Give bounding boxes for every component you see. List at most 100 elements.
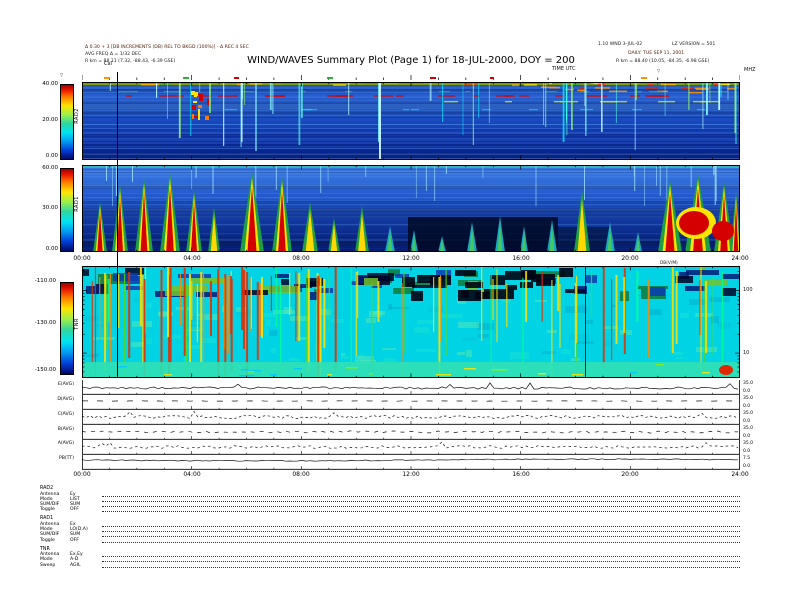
status-row-value: AGIL [70, 562, 81, 568]
strip-min-tick: 0.0 [743, 419, 751, 424]
dotted-leader [102, 563, 740, 568]
status-row-label: Toggle [40, 537, 55, 543]
spacecraft-position-left: R km = 88.11 (7.32, -88.43, -6.39 GSE) [85, 59, 176, 64]
page-title: WIND/WAVES Summary Plot (Page 1) for 18-… [247, 55, 575, 66]
time-tick-label: 00:00 [73, 255, 91, 262]
time-tick-label: 24:00 [731, 255, 749, 262]
strip-chart [82, 380, 740, 395]
dotted-leader [102, 492, 740, 497]
strip-max-tick: 35.0 [743, 411, 754, 416]
strip-min-tick: 0.0 [743, 389, 751, 394]
time-tick-label: 04:00 [183, 471, 201, 478]
strip-max-tick: 35.0 [743, 426, 754, 431]
dotted-leader [102, 527, 740, 533]
strip-label: PB(TT) [58, 456, 74, 461]
status-row-value: LO(D,A) [70, 527, 88, 533]
strip-max-tick: 35.0 [743, 396, 754, 401]
tnr-spectrogram [82, 266, 740, 378]
cal-line [117, 72, 119, 378]
strip-chart [82, 425, 740, 440]
status-row-label: Antenna [40, 521, 60, 527]
header-version-line: 1.10 WND 3-JUL-02 [598, 42, 643, 47]
lz-version: LZ VERSION = 501 [672, 42, 716, 47]
event-marker-icon: ▽ [657, 68, 661, 73]
strip-chart [82, 395, 740, 410]
time-axis-label: TIME UTC [552, 66, 576, 72]
spacecraft-position-right: R km = 88.40 (10.05, -84.35, -6.98 GSE) [616, 59, 710, 64]
strip-label: C(AVG) [57, 412, 74, 417]
status-group-title: RAD1 [40, 516, 54, 522]
status-row-value: Ex,Ey [70, 552, 83, 558]
strip-label: A(AVG) [57, 441, 74, 446]
dotted-leader [102, 557, 740, 563]
time-tick-label: 24:00 [731, 471, 749, 478]
status-row-label: SUM/DIF [40, 502, 60, 508]
status-group-title: TNR [40, 546, 50, 552]
rad2-colorbar-tick: 0.00 [45, 153, 58, 159]
time-tick-label: 20:00 [621, 255, 639, 262]
rad1-spectrogram [82, 165, 740, 252]
rad2-colorbar-tick: 20.00 [42, 117, 58, 123]
status-row-label: Toggle [40, 507, 55, 513]
strip-min-tick: 0.0 [743, 449, 751, 454]
status-row-value: SUM [70, 532, 81, 538]
strip-max-tick: 7.5 [743, 456, 751, 461]
status-row-label: Mode [40, 557, 53, 563]
strip-label: D(AVG) [57, 397, 74, 402]
event-marker-icon: ▽ [60, 72, 64, 77]
time-tick-label: 20:00 [621, 471, 639, 478]
tnr-right-tick: 10 [743, 350, 750, 356]
dotted-leader [102, 507, 740, 513]
rad2-panel-label: RAD2 [74, 108, 80, 124]
status-row-label: Mode [40, 527, 53, 533]
dotted-leader [102, 497, 740, 502]
dotted-leader [102, 538, 740, 543]
processing-date: DAILY: TUE SEP 11, 2001 [628, 51, 685, 56]
strip-max-tick: 35.0 [743, 441, 754, 446]
tnr-colorbar-tick: -110.00 [34, 278, 56, 284]
strip-label: E(AVG) [57, 382, 74, 387]
frequency-unit-label: MHZ [744, 67, 756, 73]
time-tick-label: 00:00 [73, 471, 91, 478]
rad1-colorbar-tick: 0.00 [45, 246, 58, 252]
status-row-value: OFF [70, 537, 79, 543]
strip-max-tick: 35.0 [743, 381, 754, 386]
strip-label: B(AVG) [57, 427, 74, 432]
axis-units-note: DB(V/M) [660, 261, 678, 266]
status-group-rad1: RAD1 Antenna Ex Mode LO(D,A) SUM/DIF SUM To… [40, 516, 740, 543]
time-tick-label: 16:00 [512, 471, 530, 478]
dotted-leader [102, 532, 740, 538]
tnr-colorbar [60, 282, 74, 375]
rad1-colorbar [60, 168, 74, 252]
time-tick-label: 08:00 [292, 255, 310, 262]
time-tick-label: 04:00 [183, 255, 201, 262]
tnr-panel-label: TNR [74, 318, 80, 330]
top-tick-row [82, 75, 740, 80]
cal-marker-label: Cal [104, 61, 112, 67]
strip-chart [82, 455, 740, 470]
strip-chart [82, 410, 740, 425]
strip-min-tick: 0.0 [743, 404, 751, 409]
rad2-colorbar-tick: 40.00 [42, 81, 58, 87]
status-row-value: Ey [70, 491, 76, 497]
status-row-value: OFF [70, 507, 79, 513]
status-row-value: SUM [70, 502, 81, 508]
dotted-leader [102, 522, 740, 527]
rad1-colorbar-tick: 30.00 [42, 205, 58, 211]
status-group-title: RAD2 [40, 486, 54, 491]
time-tick-label: 16:00 [512, 255, 530, 262]
status-row-label: Antenna [40, 491, 60, 497]
time-tick-label: 12:00 [402, 471, 420, 478]
instrument-status-block: RAD2 Antenna Ey Mode LIST SUM/DIF SUM Toggl… [40, 486, 740, 572]
tnr-colorbar-tick: -150.00 [34, 367, 56, 373]
header-left-line1: Δ 0.30 + 3 [DB INCREMENTS (DB) REL TO BK… [85, 45, 249, 50]
status-row-label: Mode [40, 496, 53, 502]
status-row-label: Sweep [40, 562, 56, 568]
status-row-label: SUM/DIF [40, 532, 60, 538]
rad1-colorbar-tick: 60.00 [42, 165, 58, 171]
tnr-right-tick: 100 [743, 287, 753, 293]
status-group-tnr: TNR Antenna Ex,Ey Mode A-D Sweep AGIL [40, 547, 740, 568]
rad2-spectrogram [82, 82, 740, 160]
dotted-leader [102, 502, 740, 508]
status-row-value: A-D [70, 557, 79, 563]
